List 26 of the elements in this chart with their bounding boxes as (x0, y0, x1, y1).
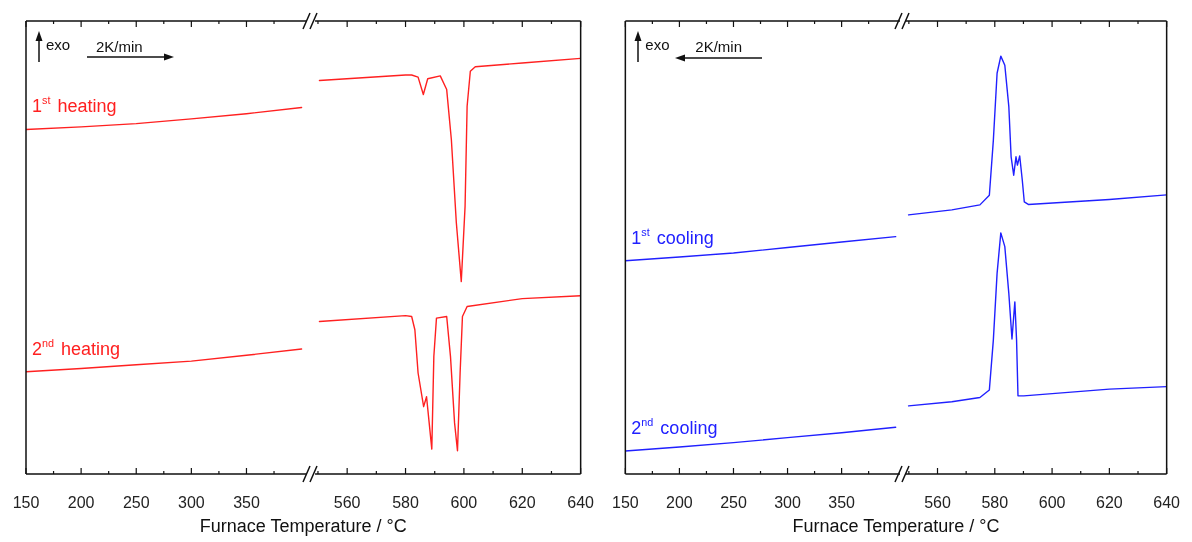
text: exo (645, 36, 670, 53)
x-tick-label: 560 (924, 494, 951, 512)
x-tick-label: 300 (774, 494, 801, 512)
x-tick-label: 580 (392, 494, 419, 512)
x-tick-label: 250 (720, 494, 747, 512)
text: exo (46, 36, 71, 53)
x-tick-label: 300 (178, 494, 205, 512)
x-tick-label: 350 (828, 494, 856, 512)
x-axis-title: Furnace Temperature / °C (199, 516, 407, 537)
text: 2K/min (695, 38, 743, 55)
x-tick-label: 350 (233, 494, 260, 512)
text: 2K/min (96, 38, 143, 55)
x-tick-label: 580 (981, 494, 1009, 512)
x-tick-label: 640 (1153, 494, 1181, 512)
x-tick-label: 640 (567, 494, 595, 512)
x-tick-label: 200 (67, 494, 95, 512)
x-tick-label: 200 (666, 494, 693, 512)
x-tick-label: 620 (1096, 494, 1123, 512)
x-axis-title: Furnace Temperature / °C (792, 516, 1000, 537)
x-tick-label: 560 (333, 494, 361, 512)
x-tick-label: 600 (1038, 494, 1066, 512)
x-tick-label: 150 (12, 494, 40, 512)
x-tick-label: 620 (508, 494, 536, 512)
x-tick-label: 150 (612, 494, 639, 512)
x-tick-label: 250 (122, 494, 150, 512)
x-tick-label: 600 (450, 494, 478, 512)
